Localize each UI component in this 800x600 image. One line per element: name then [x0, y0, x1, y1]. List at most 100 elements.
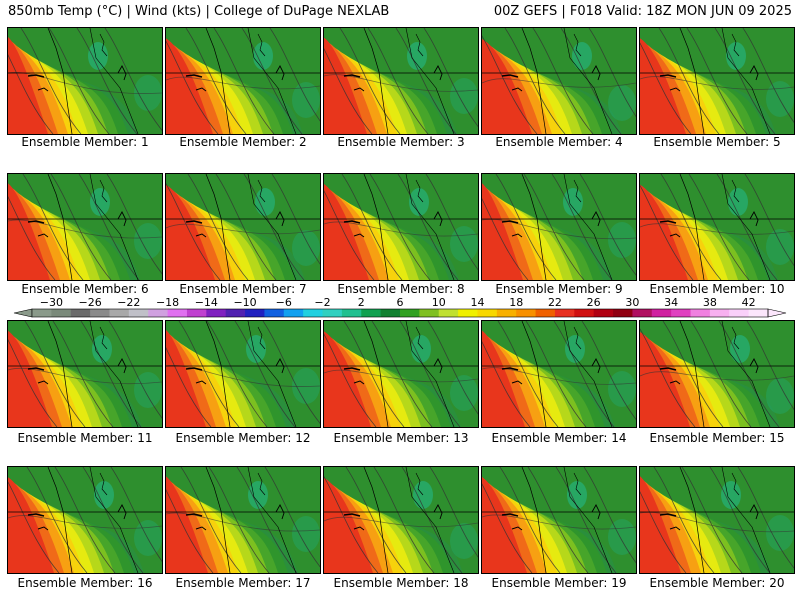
- colorbar-bin: [90, 309, 110, 317]
- colorbar-bin: [206, 309, 227, 317]
- colorbar-tick-label: 30: [625, 296, 640, 309]
- colorbar-bin: [51, 309, 72, 317]
- colorbar-bin: [574, 309, 595, 317]
- ensemble-member-label: Ensemble Member: 20: [649, 576, 785, 590]
- ensemble-member-map: [481, 320, 637, 428]
- colorbar-tick-label: −26: [78, 296, 102, 309]
- ensemble-member-map: [165, 27, 321, 135]
- colorbar-bin: [70, 309, 91, 317]
- colorbar-bin: [109, 309, 130, 317]
- ensemble-member-label: Ensemble Member: 12: [175, 431, 311, 445]
- ensemble-member-label: Ensemble Member: 1: [21, 135, 149, 149]
- ensemble-member-map: [7, 320, 163, 428]
- ensemble-member-map: [639, 320, 795, 428]
- colorbar-tick-label: 26: [586, 296, 601, 309]
- colorbar-low-arrow: [13, 308, 33, 318]
- colorbar-tick-label: −14: [194, 296, 218, 309]
- colorbar-bin: [651, 309, 672, 317]
- ensemble-member-map: [639, 27, 795, 135]
- ensemble-member-label: Ensemble Member: 6: [21, 282, 149, 296]
- run-valid-time: 00Z GEFS | F018 Valid: 18Z MON JUN 09 20…: [493, 4, 792, 19]
- colorbar-bin: [729, 309, 750, 317]
- colorbar-tick-label: −6: [275, 296, 292, 309]
- ensemble-member-label: Ensemble Member: 5: [653, 135, 781, 149]
- colorbar-bin: [32, 309, 52, 317]
- colorbar-tick-label: 2: [357, 296, 365, 309]
- colorbar-tick-label: 34: [664, 296, 679, 309]
- ensemble-member-map: [323, 466, 479, 574]
- colorbar-tick-label: 38: [702, 296, 717, 309]
- colorbar-bin: [167, 309, 188, 317]
- ensemble-member-map: [165, 320, 321, 428]
- ensemble-member-map: [481, 173, 637, 281]
- ensemble-member-label: Ensemble Member: 10: [649, 282, 785, 296]
- colorbar-bin: [303, 309, 324, 317]
- colorbar-bin: [632, 309, 653, 317]
- ensemble-member-map: [165, 466, 321, 574]
- ensemble-member-label: Ensemble Member: 9: [495, 282, 623, 296]
- ensemble-member-map: [481, 27, 637, 135]
- colorbar-tick-label: 42: [741, 296, 756, 309]
- colorbar-bin: [690, 309, 711, 317]
- colorbar-bin: [613, 309, 633, 317]
- colorbar-bin: [438, 309, 459, 317]
- ensemble-member-label: Ensemble Member: 14: [491, 431, 627, 445]
- ensemble-member-label: Ensemble Member: 13: [333, 431, 469, 445]
- ensemble-member-map: [639, 173, 795, 281]
- ensemble-member-label: Ensemble Member: 15: [649, 431, 785, 445]
- colorbar-bin: [186, 309, 207, 317]
- ensemble-member-label: Ensemble Member: 2: [179, 135, 307, 149]
- colorbar-bin: [128, 309, 149, 317]
- ensemble-member-map: [7, 27, 163, 135]
- ensemble-member-label: Ensemble Member: 18: [333, 576, 469, 590]
- colorbar-bin: [554, 309, 575, 317]
- colorbar-bin: [593, 309, 614, 317]
- colorbar-tick-label: 18: [509, 296, 524, 309]
- colorbar-high-arrow: [767, 308, 787, 318]
- colorbar-bin: [458, 309, 478, 317]
- colorbar-bin: [245, 309, 265, 317]
- colorbar-tick-label: −18: [155, 296, 180, 309]
- ensemble-member-label: Ensemble Member: 19: [491, 576, 627, 590]
- colorbar-bin: [361, 309, 382, 317]
- colorbar-bin: [709, 309, 730, 317]
- ensemble-member-map: [323, 27, 479, 135]
- colorbar-bin: [341, 309, 362, 317]
- ensemble-member-label: Ensemble Member: 8: [337, 282, 465, 296]
- colorbar-bin: [671, 309, 692, 317]
- colorbar-tick-label: −22: [117, 296, 141, 309]
- colorbar-bin: [419, 309, 440, 317]
- temperature-colorbar: [13, 308, 787, 318]
- colorbar-bin: [496, 309, 517, 317]
- colorbar-tick-label: −10: [233, 296, 257, 309]
- ensemble-member-label: Ensemble Member: 17: [175, 576, 311, 590]
- colorbar-bin: [322, 309, 343, 317]
- colorbar-tick-label: 10: [431, 296, 446, 309]
- ensemble-member-label: Ensemble Member: 7: [179, 282, 307, 296]
- colorbar-bin: [477, 309, 498, 317]
- colorbar-bin: [748, 309, 769, 317]
- ensemble-member-map: [7, 173, 163, 281]
- ensemble-member-map: [165, 173, 321, 281]
- colorbar-bin: [535, 309, 556, 317]
- colorbar-outline: [31, 308, 769, 318]
- ensemble-member-map: [7, 466, 163, 574]
- ensemble-member-map: [481, 466, 637, 574]
- colorbar-tick-label: 14: [470, 296, 485, 309]
- ensemble-member-map: [639, 466, 795, 574]
- colorbar-tick-label: −2: [314, 296, 331, 309]
- colorbar-tick-label: −30: [39, 296, 63, 309]
- colorbar-bin: [148, 309, 169, 317]
- ensemble-member-map: [323, 173, 479, 281]
- ensemble-member-label: Ensemble Member: 3: [337, 135, 465, 149]
- colorbar-bin: [225, 309, 246, 317]
- colorbar-bin: [516, 309, 537, 317]
- ensemble-member-map: [323, 320, 479, 428]
- ensemble-member-label: Ensemble Member: 16: [17, 576, 153, 590]
- colorbar-bin: [283, 309, 304, 317]
- colorbar-bin: [264, 309, 285, 317]
- colorbar-tick-label: 6: [396, 296, 404, 309]
- colorbar-bin: [380, 309, 401, 317]
- ensemble-member-label: Ensemble Member: 11: [17, 431, 153, 445]
- ensemble-member-label: Ensemble Member: 4: [495, 135, 623, 149]
